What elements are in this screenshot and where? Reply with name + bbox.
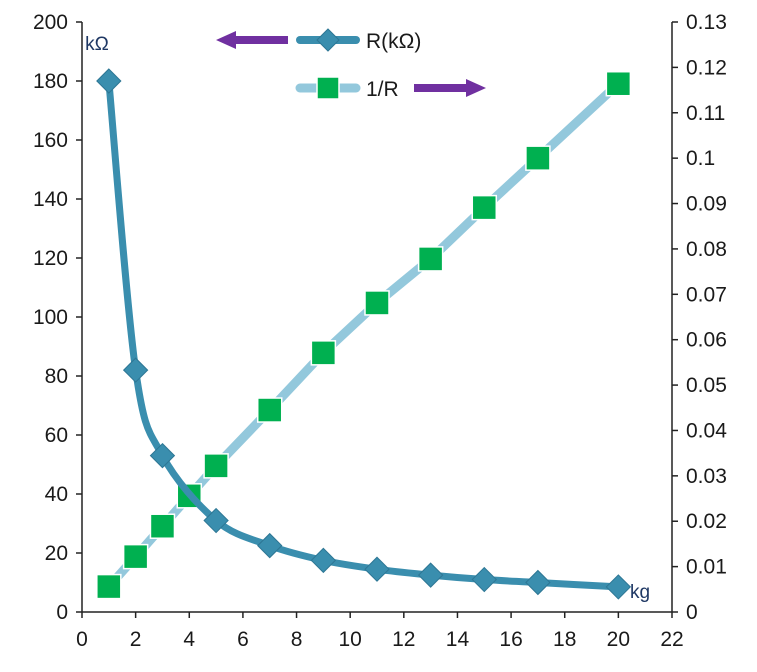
- legend: R(kΩ) 1/R: [216, 28, 486, 101]
- y-left-tick-label: 200: [33, 11, 68, 34]
- legend-swatch-marker: [316, 76, 340, 100]
- series-inverse-r-point: [122, 543, 149, 570]
- x-tick-label: 16: [499, 628, 522, 651]
- y-left-tick-label: 20: [45, 542, 68, 565]
- y-right-tick-label: 0: [686, 601, 698, 624]
- series-r-point: [203, 507, 229, 534]
- series-inverse-r-point: [364, 290, 390, 316]
- legend-item-r: R(kΩ): [216, 28, 421, 53]
- series-r-point: [417, 562, 444, 588]
- y-right-tick-label: 0.08: [686, 238, 727, 261]
- series-r-point: [525, 569, 551, 596]
- x-tick-label: 18: [553, 628, 576, 651]
- legend-item-inverse-r: 1/R: [295, 76, 486, 101]
- y-left-tick-label: 60: [45, 424, 68, 447]
- series-r-point: [310, 547, 337, 574]
- legend-label: R(kΩ): [366, 30, 421, 53]
- y-right-tick-label: 0.06: [686, 329, 727, 352]
- y-left-tick-label: 160: [33, 129, 68, 152]
- legend-swatch-marker: [316, 28, 340, 52]
- series-r-point: [364, 556, 390, 582]
- series-inverse-r-point: [149, 513, 176, 539]
- series-inverse-r-point: [203, 453, 229, 479]
- y-right-tick-label: 0.12: [686, 56, 727, 79]
- series-layer: [96, 68, 632, 600]
- series-inverse-r-point: [417, 246, 444, 272]
- series-r-point: [257, 532, 283, 559]
- series-inverse-r-point: [471, 194, 498, 221]
- y-right-tick-label: 0.03: [686, 465, 727, 488]
- y-unit-label: kΩ: [85, 34, 109, 55]
- y-right-tick-label: 0.07: [686, 283, 727, 306]
- series-inverse-r: [96, 70, 632, 600]
- series-inverse-r-point: [310, 340, 337, 366]
- legend-label: 1/R: [366, 78, 399, 101]
- axes: 02040608010012014016018020000.010.020.03…: [33, 11, 727, 651]
- x-tick-label: 12: [392, 628, 415, 651]
- y-left-tick-label: 40: [45, 483, 68, 506]
- x-tick-label: 6: [237, 628, 249, 651]
- y-left-tick-label: 80: [45, 365, 68, 388]
- series-r-point: [96, 68, 122, 94]
- left-arrow-icon: [216, 31, 288, 49]
- right-arrow-icon: [414, 79, 486, 97]
- y-right-tick-label: 0.13: [686, 11, 727, 34]
- y-left-tick-label: 120: [33, 247, 68, 270]
- series-r-point: [605, 574, 632, 600]
- x-tick-label: 22: [660, 628, 683, 651]
- series-inverse-r-point: [605, 70, 632, 97]
- x-tick-label: 10: [339, 628, 362, 651]
- x-tick-label: 8: [291, 628, 303, 651]
- y-left-tick-label: 180: [33, 70, 68, 93]
- series-r-point: [149, 442, 176, 469]
- y-right-tick-label: 0.11: [686, 102, 725, 125]
- series-r-point: [471, 566, 497, 593]
- x-tick-label: 0: [76, 628, 88, 651]
- y-left-tick-label: 140: [33, 188, 68, 211]
- y-right-tick-label: 0.09: [686, 193, 727, 216]
- y-left-tick-label: 0: [56, 601, 68, 624]
- y-right-tick-label: 0.04: [686, 419, 727, 442]
- y-left-tick-label: 100: [33, 306, 68, 329]
- series-r-point: [122, 357, 149, 383]
- x-tick-label: 4: [183, 628, 195, 651]
- x-unit-label: kg: [630, 582, 650, 603]
- series-inverse-r-point: [96, 573, 122, 600]
- y-right-tick-label: 0.05: [686, 374, 727, 397]
- series-inverse-r-point: [256, 397, 283, 423]
- series-r: [96, 68, 632, 600]
- y-right-tick-label: 0.02: [686, 510, 727, 533]
- x-tick-label: 20: [607, 628, 630, 651]
- x-tick-label: 2: [130, 628, 142, 651]
- series-inverse-r-point: [525, 145, 551, 171]
- y-right-tick-label: 0.01: [686, 556, 727, 579]
- x-tick-label: 14: [446, 628, 470, 651]
- y-right-tick-label: 0.1: [686, 147, 715, 170]
